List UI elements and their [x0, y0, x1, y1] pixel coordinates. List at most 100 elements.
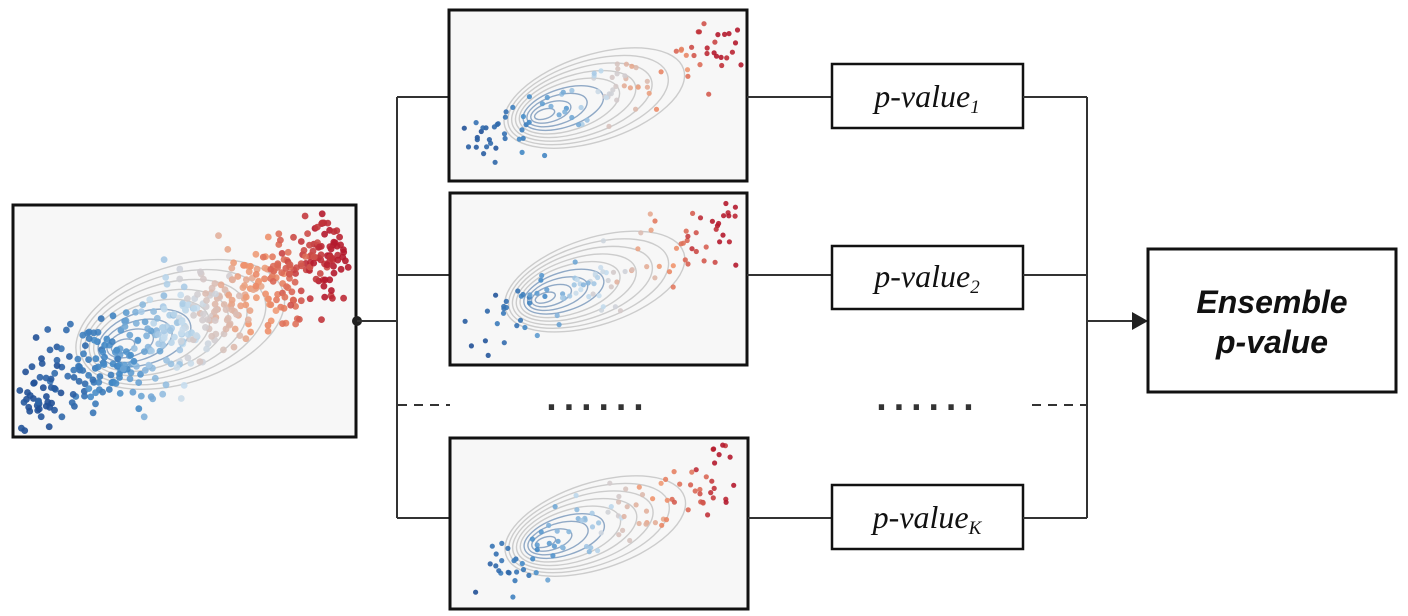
- scatter-point: [163, 280, 171, 288]
- scatter-point: [202, 324, 209, 331]
- scatter-point: [36, 373, 44, 381]
- svg-text:p-valueK: p-valueK: [871, 499, 983, 539]
- scatter-point: [296, 316, 303, 323]
- scatter-point: [586, 294, 592, 300]
- scatter-point: [482, 338, 488, 344]
- scatter-point: [512, 578, 518, 584]
- scatter-point: [711, 50, 717, 56]
- split-connector: [357, 96, 450, 519]
- scatter-point: [228, 296, 236, 304]
- scatter-point: [306, 295, 314, 303]
- scatter-point: [74, 355, 82, 363]
- pvalue-label: p-value: [872, 258, 970, 294]
- scatter-point: [526, 572, 532, 579]
- scatter-point: [683, 52, 689, 58]
- scatter-point: [103, 335, 111, 343]
- scatter-point: [127, 351, 134, 359]
- scatter-point: [333, 227, 341, 235]
- scatter-point: [177, 337, 185, 345]
- scatter-point: [162, 274, 170, 281]
- scatter-point: [732, 213, 738, 219]
- scatter-point: [517, 317, 524, 323]
- scatter-point: [277, 303, 285, 311]
- scatter-point: [703, 474, 709, 480]
- scatter-point: [181, 306, 189, 314]
- scatter-point: [572, 259, 578, 265]
- scatter-point: [287, 301, 295, 309]
- contour-line: [79, 268, 267, 386]
- scatter-point: [538, 277, 544, 283]
- scatter-point: [16, 387, 24, 394]
- scatter-point: [224, 246, 232, 253]
- scatter-point: [151, 374, 159, 382]
- scatter-point: [24, 389, 31, 396]
- scatter-point: [89, 409, 97, 417]
- scatter-point: [719, 62, 725, 69]
- scatter-point: [605, 509, 611, 515]
- scatter-point: [704, 50, 710, 57]
- scatter-point: [253, 265, 261, 273]
- scatter-point: [51, 406, 58, 414]
- scatter-point: [94, 363, 102, 371]
- scatter-point: [177, 291, 185, 299]
- scatter-point: [316, 270, 324, 277]
- scatter-point: [310, 253, 318, 261]
- scatter-point: [502, 135, 508, 142]
- scatter-point: [92, 355, 100, 363]
- scatter-point: [620, 527, 626, 534]
- scatter-point: [176, 275, 184, 283]
- scatter-point: [520, 291, 526, 298]
- scatter-point: [87, 393, 95, 401]
- scatter-point: [576, 122, 582, 128]
- scatter-point: [318, 210, 326, 218]
- scatter-point: [81, 392, 88, 400]
- scatter-point: [685, 73, 691, 79]
- contour-line: [526, 92, 588, 128]
- scatter-point: [137, 370, 144, 378]
- scatter-point: [140, 413, 148, 421]
- scatter-point: [595, 89, 601, 95]
- scatter-point: [527, 300, 533, 306]
- scatter-point: [85, 335, 93, 342]
- scatter-point: [701, 21, 707, 27]
- scatter-point: [126, 375, 134, 383]
- scatter-point: [500, 310, 507, 316]
- scatter-point: [47, 384, 55, 391]
- scatter-point: [144, 325, 152, 333]
- scatter-point: [159, 341, 167, 349]
- scatter-point: [222, 306, 230, 313]
- scatter-point: [67, 320, 74, 328]
- scatter-point: [546, 540, 552, 547]
- pvalue-box-1: p-value1: [830, 62, 1025, 130]
- scatter-point: [330, 262, 337, 270]
- scatter-point: [141, 366, 149, 374]
- scatter-point: [644, 84, 651, 90]
- scatter-point: [184, 301, 192, 309]
- scatter-point: [616, 499, 622, 505]
- scatter-point: [573, 492, 579, 499]
- scatter-point: [170, 310, 178, 318]
- scatter-point: [510, 594, 516, 600]
- scatter-point: [45, 423, 53, 431]
- scatter-point: [95, 379, 103, 386]
- scatter-point: [148, 347, 155, 355]
- scatter-point: [712, 460, 718, 466]
- merge-connector: [1023, 96, 1134, 519]
- scatter-point: [344, 263, 352, 271]
- contour-line: [518, 77, 621, 135]
- scatter-point: [241, 282, 248, 289]
- scatter-point: [716, 452, 722, 458]
- scatter-point: [713, 226, 719, 232]
- scatter-point: [132, 319, 140, 327]
- contour-line: [503, 47, 686, 149]
- scatter-point: [44, 326, 52, 333]
- scatter-point: [134, 336, 142, 344]
- scatter-point: [711, 446, 717, 452]
- scatter-point: [574, 277, 580, 283]
- scatter-point: [638, 230, 644, 236]
- scatter-point: [643, 508, 650, 514]
- scatter-point: [75, 377, 83, 385]
- scatter-point: [46, 346, 54, 354]
- scatter-point: [297, 260, 305, 268]
- scatter-point: [648, 227, 654, 233]
